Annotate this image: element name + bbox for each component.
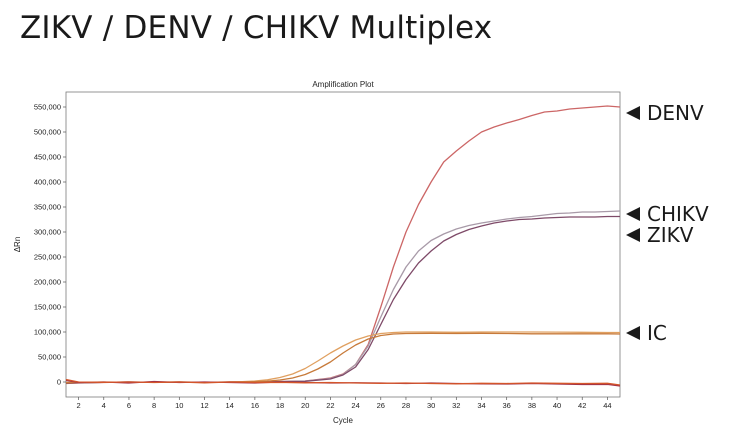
callout-label-chikv: CHIKV xyxy=(647,202,709,226)
x-tick-label: 34 xyxy=(477,401,485,410)
y-tick-label: 0 xyxy=(57,378,61,387)
y-tick-label: 400,000 xyxy=(34,178,61,187)
callout-label-zikv: ZIKV xyxy=(647,223,694,247)
y-tick-label: 200,000 xyxy=(34,278,61,287)
x-tick-label: 12 xyxy=(200,401,208,410)
x-tick-label: 44 xyxy=(603,401,611,410)
x-tick-label: 36 xyxy=(503,401,511,410)
callout-arrow-icon xyxy=(626,326,640,340)
page-title: ZIKV / DENV / CHIKV Multiplex xyxy=(20,10,493,46)
axes: 0 50,000 100,000 150,000 200,000 250,000 300,0… xyxy=(34,91,621,410)
x-tick-label: 32 xyxy=(452,401,460,410)
x-tick-label: 24 xyxy=(351,401,359,410)
plot-frame xyxy=(65,91,621,398)
y-tick-label: 100,000 xyxy=(34,328,61,337)
y-tick-label: 500,000 xyxy=(34,128,61,137)
y-tick-label: 350,000 xyxy=(34,203,61,212)
series-line xyxy=(65,378,621,386)
y-tick-label: 550,000 xyxy=(34,103,61,112)
chart-title: Amplification Plot xyxy=(312,80,374,89)
x-tick-label: 16 xyxy=(251,401,259,410)
x-tick-label: 14 xyxy=(226,401,234,410)
x-tick-label: 18 xyxy=(276,401,284,410)
x-tick-label: 28 xyxy=(402,401,410,410)
y-tick-label: 300,000 xyxy=(34,228,61,237)
series xyxy=(65,105,621,387)
x-tick-label: 20 xyxy=(301,401,309,410)
callout-arrow-icon xyxy=(626,228,640,242)
y-tick-label: 150,000 xyxy=(34,303,61,312)
x-tick-label: 4 xyxy=(102,401,106,410)
x-tick-label: 40 xyxy=(553,401,561,410)
y-axis-label: ΔRn xyxy=(13,237,22,253)
x-tick-label: 22 xyxy=(326,401,334,410)
y-tick-label: 250,000 xyxy=(34,253,61,262)
x-axis-label: Cycle xyxy=(333,416,354,425)
x-tick-label: 42 xyxy=(578,401,586,410)
x-tick-label: 26 xyxy=(377,401,385,410)
x-tick-label: 2 xyxy=(77,401,81,410)
callout-label-ic: IC xyxy=(647,321,667,345)
callout-arrow-icon xyxy=(626,207,640,221)
callout-label-denv: DENV xyxy=(647,101,704,125)
x-tick-label: 8 xyxy=(152,401,156,410)
x-tick-label: 38 xyxy=(528,401,536,410)
callout-arrow-icon xyxy=(626,106,640,120)
x-tick-label: 30 xyxy=(427,401,435,410)
x-tick-label: 6 xyxy=(127,401,131,410)
y-tick-label: 450,000 xyxy=(34,153,61,162)
x-tick-label: 10 xyxy=(175,401,183,410)
y-tick-label: 50,000 xyxy=(38,353,61,362)
